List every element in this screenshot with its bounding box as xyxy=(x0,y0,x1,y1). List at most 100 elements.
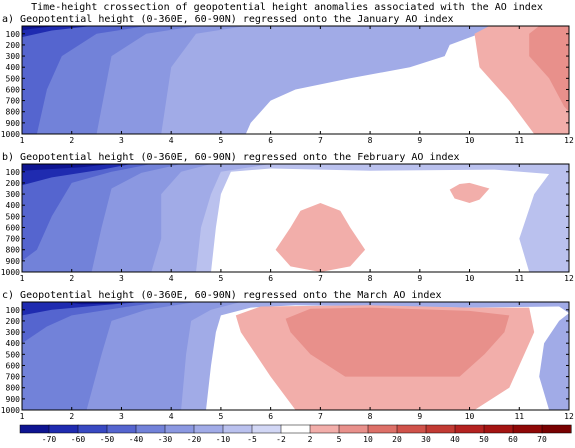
panel-1-contour-5 xyxy=(22,164,132,186)
panel-1-x-tick-label-7: 8 xyxy=(368,274,373,283)
panel-1-contour-8 xyxy=(449,182,490,203)
panel-2-y-tick-label-4: 500 xyxy=(6,350,21,359)
panel-0-frame xyxy=(21,25,570,135)
panel-2-x-tick-label-7: 8 xyxy=(368,412,373,421)
panel-0-y-tick-label-1: 200 xyxy=(6,41,21,50)
panel-1-y-tick-label-5: 600 xyxy=(6,223,21,232)
colorbar-box-13 xyxy=(396,424,427,434)
panel-2-y-tick-label-7: 800 xyxy=(6,384,21,393)
colorbar-box-12 xyxy=(367,424,398,434)
panel-0-y-tick-label-4: 500 xyxy=(6,74,21,83)
panel-1-x-tick-label-8: 9 xyxy=(417,274,422,283)
panel-1-y-tick-label-7: 800 xyxy=(6,246,21,255)
panel-2-x-tick-label-4: 5 xyxy=(218,412,223,421)
colorbar-box-0 xyxy=(19,424,50,434)
panel-2-x-tick-label-6: 7 xyxy=(318,412,323,421)
panel-0-x-tick-label-7: 8 xyxy=(368,136,373,145)
panel-0-x-tick-label-5: 6 xyxy=(268,136,273,145)
colorbar-label-6: -10 xyxy=(216,435,231,444)
panel-0-y-tick-label-2: 300 xyxy=(6,52,21,61)
panel-2-frame xyxy=(21,301,570,411)
panel-2-x-tick-label-10: 11 xyxy=(514,412,524,421)
colorbar-box-17 xyxy=(512,424,543,434)
panel-2-y-tick-label-2: 300 xyxy=(6,328,21,337)
colorbar-label-11: 10 xyxy=(363,435,373,444)
panel-2-x-tick-label-3: 4 xyxy=(169,412,174,421)
colorbar-box-16 xyxy=(483,424,514,434)
colorbar-box-10 xyxy=(309,424,340,434)
panel-0-x-tick-label-6: 7 xyxy=(318,136,323,145)
panel-1-x-tick-label-5: 6 xyxy=(268,274,273,283)
panel-1-x-tick-label-4: 5 xyxy=(218,274,223,283)
colorbar-label-0: -70 xyxy=(42,435,57,444)
colorbar-label-14: 40 xyxy=(450,435,460,444)
panel-0-contour-4 xyxy=(22,26,92,38)
panel-2-y-tick-label-3: 400 xyxy=(6,339,21,348)
colorbar-label-12: 20 xyxy=(392,435,402,444)
panel-0-y-tick-label-0: 100 xyxy=(6,30,21,39)
colorbar-box-4 xyxy=(135,424,166,434)
panel-1-x-tick-label-1: 2 xyxy=(69,274,74,283)
colorbar-box-1 xyxy=(48,424,79,434)
figure-title: Time-height crossection of geopotential … xyxy=(31,2,543,13)
panel-february: b) Geopotential height (0-360E, 60-90N) … xyxy=(1,152,574,283)
colorbar-label-7: -5 xyxy=(247,435,257,444)
colorbar-box-5 xyxy=(164,424,195,434)
panel-1-contour-4 xyxy=(22,164,152,261)
colorbar-label-2: -50 xyxy=(100,435,115,444)
panel-2-y-tick-label-0: 100 xyxy=(6,306,21,315)
panel-2-contour-4 xyxy=(22,302,142,316)
panel-0-contour-7 xyxy=(529,26,569,112)
colorbar-box-7 xyxy=(222,424,253,434)
panel-february-title: b) Geopotential height (0-360E, 60-90N) … xyxy=(2,152,460,163)
colorbar-label-5: -20 xyxy=(187,435,202,444)
panel-2-contour-7 xyxy=(285,307,510,377)
panel-january: a) Geopotential height (0-360E, 60-90N) … xyxy=(1,14,574,145)
panel-1-x-tick-label-6: 7 xyxy=(318,274,323,283)
panel-january-title: a) Geopotential height (0-360E, 60-90N) … xyxy=(2,14,454,25)
panel-1-x-tick-label-0: 1 xyxy=(20,274,25,283)
colorbar-box-18 xyxy=(541,424,572,434)
colorbar: -70 -60 -50 -40 -30 -20 -10 -5 -2 2 5 10 20 30 40 50 60 7… xyxy=(19,424,572,444)
panel-0-y-tick-label-9: 1000 xyxy=(1,130,20,139)
colorbar-box-8 xyxy=(251,424,282,434)
colorbar-label-8: -2 xyxy=(276,435,286,444)
colorbar-label-9: 2 xyxy=(308,435,313,444)
panel-2-y-tick-label-6: 700 xyxy=(6,373,21,382)
panel-0-y-tick-label-7: 800 xyxy=(6,108,21,117)
panel-0-y-tick-label-6: 700 xyxy=(6,97,21,106)
colorbar-box-3 xyxy=(106,424,137,434)
panel-2-x-tick-label-9: 10 xyxy=(465,412,475,421)
panel-march: c) Geopotential height (0-360E, 60-90N) … xyxy=(1,290,574,421)
panel-2-y-tick-label-9: 1000 xyxy=(1,406,20,415)
panel-0-x-tick-label-1: 2 xyxy=(69,136,74,145)
panel-1-x-tick-label-9: 10 xyxy=(465,274,475,283)
colorbar-box-14 xyxy=(425,424,456,434)
panel-2-x-tick-label-1: 2 xyxy=(69,412,74,421)
colorbar-box-9 xyxy=(280,424,311,434)
panel-0-x-tick-label-4: 5 xyxy=(218,136,223,145)
panel-1-contour-7 xyxy=(275,203,366,272)
panel-1-y-tick-label-2: 300 xyxy=(6,190,21,199)
panel-0-x-tick-label-0: 1 xyxy=(20,136,25,145)
panel-1-y-tick-label-0: 100 xyxy=(6,168,21,177)
panel-2-contour-5 xyxy=(61,302,132,305)
panel-1-contour-6 xyxy=(22,164,112,171)
colorbar-box-2 xyxy=(77,424,108,434)
colorbar-box-6 xyxy=(193,424,224,434)
panel-1-y-tick-label-4: 500 xyxy=(6,212,21,221)
panel-0-y-tick-label-5: 600 xyxy=(6,85,21,94)
panel-0-y-tick-label-3: 400 xyxy=(6,63,21,72)
panel-0-y-tick-label-8: 900 xyxy=(6,119,21,128)
panel-1-x-tick-label-11: 12 xyxy=(564,274,574,283)
panel-1-y-tick-label-3: 400 xyxy=(6,201,21,210)
panel-1-y-tick-label-1: 200 xyxy=(6,179,21,188)
panel-2-contour-3 xyxy=(22,302,162,344)
panel-1-x-tick-label-3: 4 xyxy=(169,274,174,283)
panel-0-x-tick-label-2: 3 xyxy=(119,136,124,145)
panel-0-x-tick-label-8: 9 xyxy=(417,136,422,145)
panel-2-x-tick-label-0: 1 xyxy=(20,412,25,421)
colorbar-box-11 xyxy=(338,424,369,434)
colorbar-label-4: -30 xyxy=(158,435,173,444)
panel-2-contour-2 xyxy=(22,302,196,410)
